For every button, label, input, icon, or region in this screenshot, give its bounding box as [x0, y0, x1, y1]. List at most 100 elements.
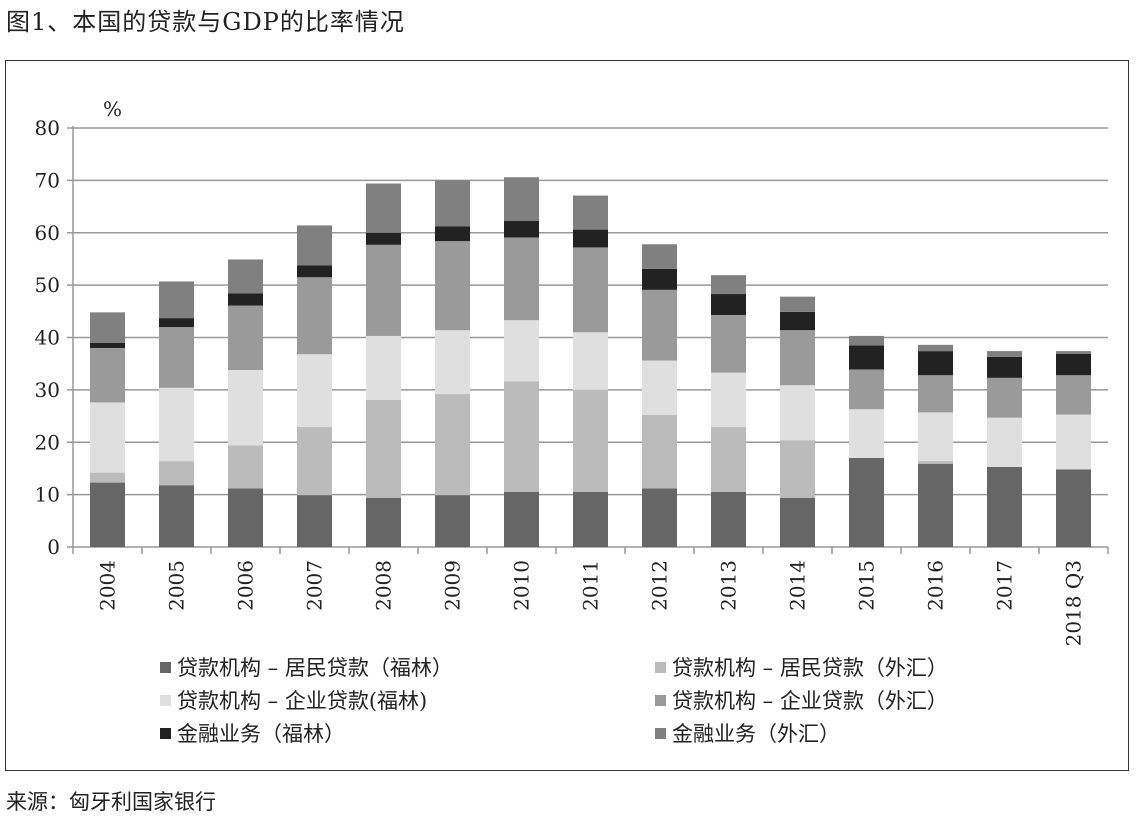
x-tick-label: 2018 Q3 [1062, 560, 1086, 646]
bar-segment [918, 412, 953, 462]
bar-segment [228, 369, 263, 446]
bar-segment [780, 497, 815, 547]
y-tick-label: 40 [35, 326, 60, 350]
x-tick-label: 2007 [303, 560, 327, 611]
legend-swatch [160, 694, 171, 706]
bar-segment [504, 320, 539, 382]
x-tick-label: 2009 [441, 560, 465, 611]
bar-segment [366, 183, 401, 233]
bar-segment [90, 482, 125, 547]
bar-segment [366, 497, 401, 547]
x-tick-label: 2017 [993, 560, 1017, 611]
bar-segment [711, 275, 746, 295]
bar-segment [711, 372, 746, 428]
bar-segment [366, 335, 401, 400]
legend-item: 贷款机构 – 居民贷款（福林） [160, 652, 453, 682]
legend-swatch [655, 694, 666, 706]
bar-segment [159, 327, 194, 388]
bar-segment [987, 466, 1022, 547]
x-tick-label: 2011 [579, 560, 603, 611]
y-tick-label: 20 [35, 430, 60, 454]
bar-segment [573, 492, 608, 547]
bar-segment [297, 265, 332, 278]
bar-segment [711, 314, 746, 373]
x-tick-label: 2010 [510, 560, 534, 611]
bar-segment [228, 488, 263, 547]
bar-segment [504, 381, 539, 493]
bar-segment [159, 318, 194, 328]
y-tick-label: 0 [47, 535, 60, 559]
y-axis-label: % [103, 97, 122, 121]
legend-item: 金融业务（福林） [160, 718, 345, 748]
legend-label: 贷款机构 – 企业贷款（外汇） [672, 689, 948, 713]
bar-segment [297, 495, 332, 547]
bar-segment [228, 259, 263, 294]
legend-swatch [655, 727, 666, 739]
bar-segment [987, 351, 1022, 357]
bar-segment [90, 347, 125, 403]
bar-segment [987, 356, 1022, 378]
legend-swatch [160, 661, 171, 673]
bar-segment [159, 281, 194, 319]
bar-segment [228, 305, 263, 370]
bar-segment [573, 389, 608, 493]
legend-label: 贷款机构 – 居民贷款（外汇） [672, 656, 948, 680]
bar-segment [90, 312, 125, 343]
bar-segment [435, 330, 470, 395]
bar-segment [1056, 414, 1091, 470]
bar-segment [228, 445, 263, 489]
bar-segment [780, 385, 815, 441]
bar-segment [780, 330, 815, 386]
bar-segment [780, 296, 815, 312]
y-tick-label: 30 [35, 378, 60, 402]
y-tick-label: 50 [35, 273, 60, 297]
bar-segment [504, 492, 539, 547]
bar-segment [573, 247, 608, 333]
bar-segment [90, 342, 125, 348]
legend-label: 贷款机构 – 居民贷款（福林） [177, 656, 453, 680]
bar-segment [435, 495, 470, 547]
chart-frame [5, 60, 1129, 771]
y-tick-label: 60 [35, 221, 60, 245]
legend-swatch [160, 727, 171, 739]
bar-segment [918, 344, 953, 352]
legend-label: 金融业务（外汇） [672, 722, 840, 746]
legend-item: 金融业务（外汇） [655, 718, 840, 748]
bar-segment [297, 225, 332, 266]
x-tick-label: 2013 [717, 560, 741, 611]
bar-segment [159, 387, 194, 462]
bar-segment [780, 440, 815, 498]
bar-segment [366, 399, 401, 498]
bar-segment [987, 417, 1022, 467]
bar-segment [297, 277, 332, 355]
bar-segment [849, 345, 884, 370]
legend-item: 贷款机构 – 居民贷款（外汇） [655, 652, 948, 682]
bar-segment [642, 415, 677, 489]
y-tick-label: 70 [35, 168, 60, 192]
legend-item: 贷款机构 – 企业贷款(福林) [160, 685, 427, 715]
bar-segment [435, 180, 470, 227]
bar-segment [918, 463, 953, 547]
bar-segment [711, 427, 746, 493]
bar-segment [849, 369, 884, 410]
bar-segment [1056, 469, 1091, 547]
bar-segment [642, 289, 677, 361]
y-tick-label: 10 [35, 483, 60, 507]
y-tick-label: 80 [35, 116, 60, 140]
bar-segment [435, 394, 470, 496]
bar-segment [849, 457, 884, 547]
bar-segment [918, 375, 953, 413]
bar-segment [573, 229, 608, 248]
bar-segment [918, 461, 953, 464]
bar-segment [159, 461, 194, 486]
bar-segment [987, 377, 1022, 418]
bar-segment [435, 226, 470, 242]
bar-segment [642, 244, 677, 269]
bar-segment [918, 351, 953, 376]
bar-segment [366, 244, 401, 336]
source-note: 来源：匈牙利国家银行 [6, 790, 216, 814]
bar-segment [642, 360, 677, 416]
bar-segment [780, 311, 815, 331]
legend-label: 金融业务（福林） [177, 722, 345, 746]
